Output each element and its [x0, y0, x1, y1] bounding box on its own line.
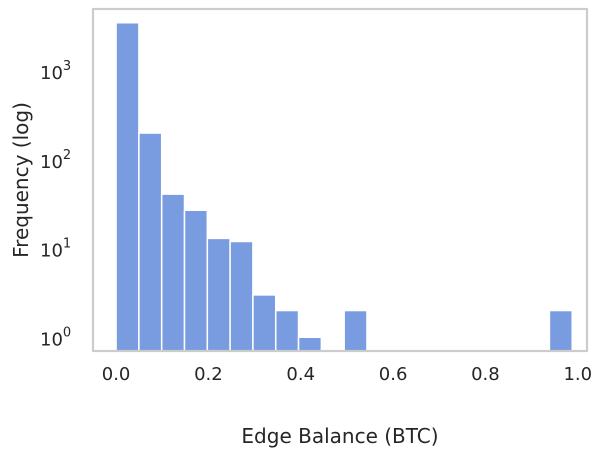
histogram-bar-0: [115, 21, 140, 352]
x-ticks: 0.0 0.2 0.4 0.6 0.8 1.0: [102, 364, 592, 385]
histogram-bar-4: [206, 237, 231, 352]
histogram-bar-5: [229, 240, 254, 352]
y-tick-label: 102: [40, 148, 71, 173]
histogram-bar-3: [183, 209, 209, 352]
x-tick-label: 1.0: [563, 364, 592, 385]
x-tick-label: 0.2: [194, 364, 223, 385]
plot-frame: [91, 7, 589, 353]
x-tick-label: 0.0: [102, 364, 131, 385]
histogram-bar-7: [274, 309, 300, 352]
histogram-bar-10: [548, 309, 573, 352]
histogram-bar-9: [343, 309, 368, 352]
histogram-bar-6: [252, 294, 277, 352]
y-tick-label: 100: [40, 325, 71, 350]
x-tick-label: 0.8: [471, 364, 500, 385]
y-axis-label: Frequency (log): [9, 102, 33, 258]
x-axis-label: Edge Balance (BTC): [241, 424, 438, 448]
histogram-bar-1: [138, 132, 163, 352]
y-tick-label: 101: [40, 237, 71, 262]
y-tick-label: 103: [40, 59, 71, 84]
histogram-bar-2: [160, 193, 186, 352]
x-tick-label: 0.4: [286, 364, 315, 385]
bars-group: [115, 21, 573, 352]
histogram-bar-8: [297, 336, 323, 352]
x-tick-label: 0.6: [379, 364, 408, 385]
y-ticks: 100 101 102 103: [40, 59, 71, 350]
